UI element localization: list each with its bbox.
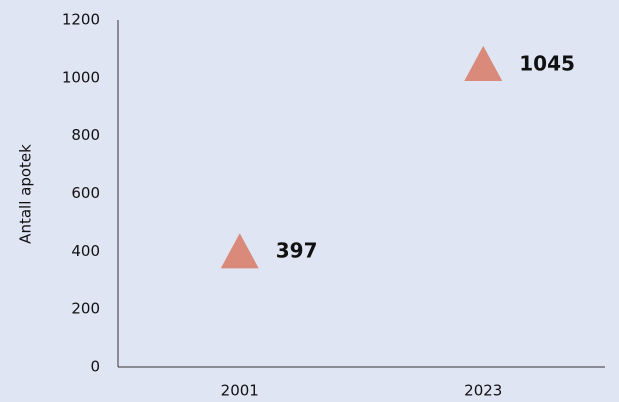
y-tick-label: 1000: [62, 68, 100, 86]
y-tick-label: 800: [71, 126, 100, 144]
x-tick-label: 2001: [221, 382, 259, 400]
data-label: 397: [276, 239, 318, 263]
x-tick-label: 2023: [464, 382, 502, 400]
marker: [464, 45, 503, 81]
y-tick-label: 1200: [62, 11, 100, 29]
marker: [220, 233, 259, 269]
y-tick-label: 0: [90, 358, 100, 376]
y-tick-label: 400: [71, 242, 100, 260]
y-tick-label: 200: [71, 300, 100, 318]
data-label: 1045: [519, 51, 575, 75]
y-axis-label: Antall apotek: [17, 144, 35, 244]
y-tick-label: 600: [71, 184, 100, 202]
